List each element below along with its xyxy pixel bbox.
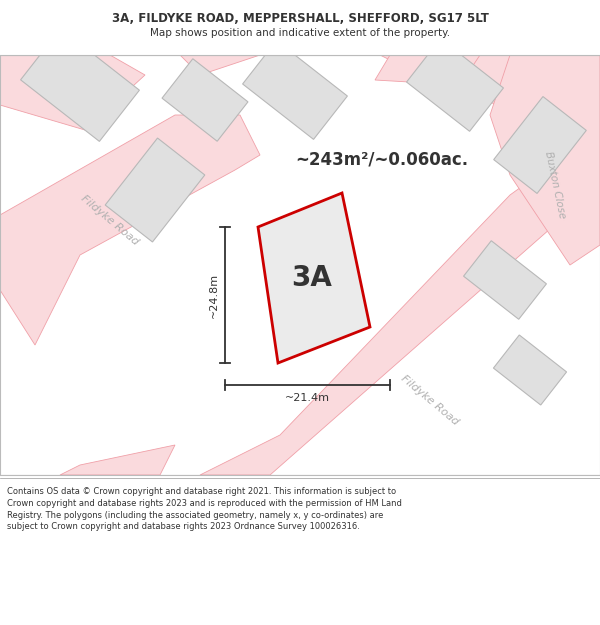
Text: Fildyke Road: Fildyke Road	[400, 373, 461, 427]
Text: Contains OS data © Crown copyright and database right 2021. This information is : Contains OS data © Crown copyright and d…	[7, 487, 402, 531]
Text: ~243m²/~0.060ac.: ~243m²/~0.060ac.	[295, 151, 468, 169]
Text: Fildyke Road: Fildyke Road	[79, 193, 140, 247]
Polygon shape	[407, 39, 503, 131]
Polygon shape	[258, 193, 370, 363]
Text: Buxton Close: Buxton Close	[543, 151, 567, 219]
Polygon shape	[0, 55, 145, 130]
Polygon shape	[105, 138, 205, 242]
Polygon shape	[494, 96, 586, 194]
Text: Map shows position and indicative extent of the property.: Map shows position and indicative extent…	[150, 29, 450, 39]
Polygon shape	[180, 55, 600, 115]
Polygon shape	[375, 55, 480, 85]
Text: 3A, FILDYKE ROAD, MEPPERSHALL, SHEFFORD, SG17 5LT: 3A, FILDYKE ROAD, MEPPERSHALL, SHEFFORD,…	[112, 12, 488, 25]
Polygon shape	[60, 445, 175, 475]
Polygon shape	[490, 55, 600, 265]
Polygon shape	[20, 29, 139, 141]
Polygon shape	[0, 115, 260, 345]
Polygon shape	[242, 41, 347, 139]
Polygon shape	[162, 59, 248, 141]
Text: 3A: 3A	[292, 264, 332, 291]
Text: ~21.4m: ~21.4m	[285, 393, 330, 403]
Polygon shape	[200, 130, 600, 475]
Polygon shape	[464, 241, 547, 319]
Polygon shape	[493, 335, 566, 405]
Text: ~24.8m: ~24.8m	[209, 272, 219, 318]
